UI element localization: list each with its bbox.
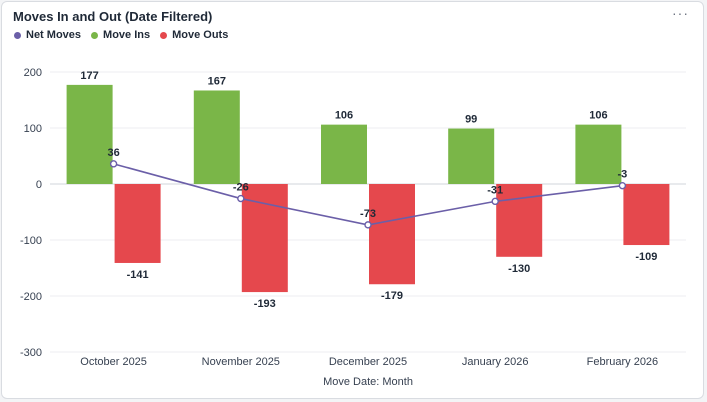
net-moves-point: [109, 160, 118, 168]
net-moves-data-label: -31: [487, 184, 503, 196]
move-outs-data-label: -179: [381, 290, 403, 302]
x-tick-label: January 2026: [462, 356, 529, 368]
net-moves-point: [237, 194, 245, 203]
legend-item-move-outs[interactable]: Move Outs: [160, 29, 228, 41]
move-ins-bar: [575, 124, 622, 184]
move-ins-data-label: 177: [80, 70, 98, 82]
move-outs-data-label: -193: [254, 298, 276, 310]
legend-dot-icon: [160, 31, 168, 39]
x-tick-label: February 2026: [587, 356, 659, 368]
x-axis-title: Move Date: Month: [323, 376, 413, 388]
x-axis: October 2025 November 2025 December 2025 Ja…: [80, 356, 658, 368]
legend-item-net-moves[interactable]: Net Moves: [14, 29, 81, 41]
move-ins-data-label: 167: [208, 75, 226, 87]
move-ins-data-label: 106: [589, 110, 607, 122]
y-tick-label: 200: [24, 67, 42, 79]
move-ins-bar: [448, 128, 495, 184]
chart-title: Moves In and Out (Date Filtered): [13, 9, 213, 24]
legend-label: Net Moves: [26, 29, 82, 41]
more-horizontal-icon[interactable]: ···: [672, 5, 689, 21]
net-moves-point: [491, 197, 499, 206]
move-outs-bar: [369, 184, 415, 285]
move-ins-bar: [66, 84, 113, 184]
legend-dot-icon: [14, 31, 21, 39]
x-tick-label: October 2025: [80, 356, 147, 368]
y-axis: 200 100 0 -100 -200 -300: [20, 67, 42, 359]
move-ins-data-label: 106: [335, 110, 353, 122]
net-moves-line: 36 -26 -73 -31 -3: [107, 147, 628, 229]
legend-label: Move Outs: [172, 29, 229, 41]
move-ins-data-label: 99: [465, 114, 477, 126]
net-moves-point: [364, 221, 372, 229]
move-outs-data-label: -130: [508, 263, 530, 275]
x-tick-label: November 2025: [202, 356, 280, 368]
y-tick-label: -100: [20, 235, 42, 247]
bars: [66, 84, 670, 293]
move-ins-bar: [193, 90, 240, 184]
bar-labels: 177 -141 167 -193 106 -179 99 -130 106 -109: [80, 70, 657, 310]
y-tick-label: -200: [20, 291, 42, 303]
move-outs-bar: [623, 184, 670, 246]
net-moves-data-label: 36: [107, 147, 119, 159]
move-outs-data-label: -141: [127, 269, 149, 281]
legend-label: Move Ins: [103, 29, 151, 41]
net-moves-data-label: -26: [233, 182, 249, 194]
net-moves-data-label: -73: [360, 208, 376, 220]
chart-legend: Net Moves Move Ins Move Outs: [14, 29, 228, 41]
y-tick-label: 0: [36, 179, 42, 191]
y-tick-label: 100: [24, 123, 42, 135]
legend-dot-icon: [91, 31, 99, 39]
move-outs-data-label: -109: [635, 251, 657, 263]
net-moves-point: [618, 181, 627, 190]
net-moves-data-label: -3: [618, 169, 628, 181]
move-outs-bar: [114, 184, 161, 263]
legend-item-move-ins[interactable]: Move Ins: [91, 29, 150, 41]
y-tick-label: -300: [20, 347, 42, 359]
move-outs-bar: [241, 184, 288, 293]
x-tick-label: December 2025: [329, 356, 407, 368]
move-ins-bar: [321, 124, 367, 184]
